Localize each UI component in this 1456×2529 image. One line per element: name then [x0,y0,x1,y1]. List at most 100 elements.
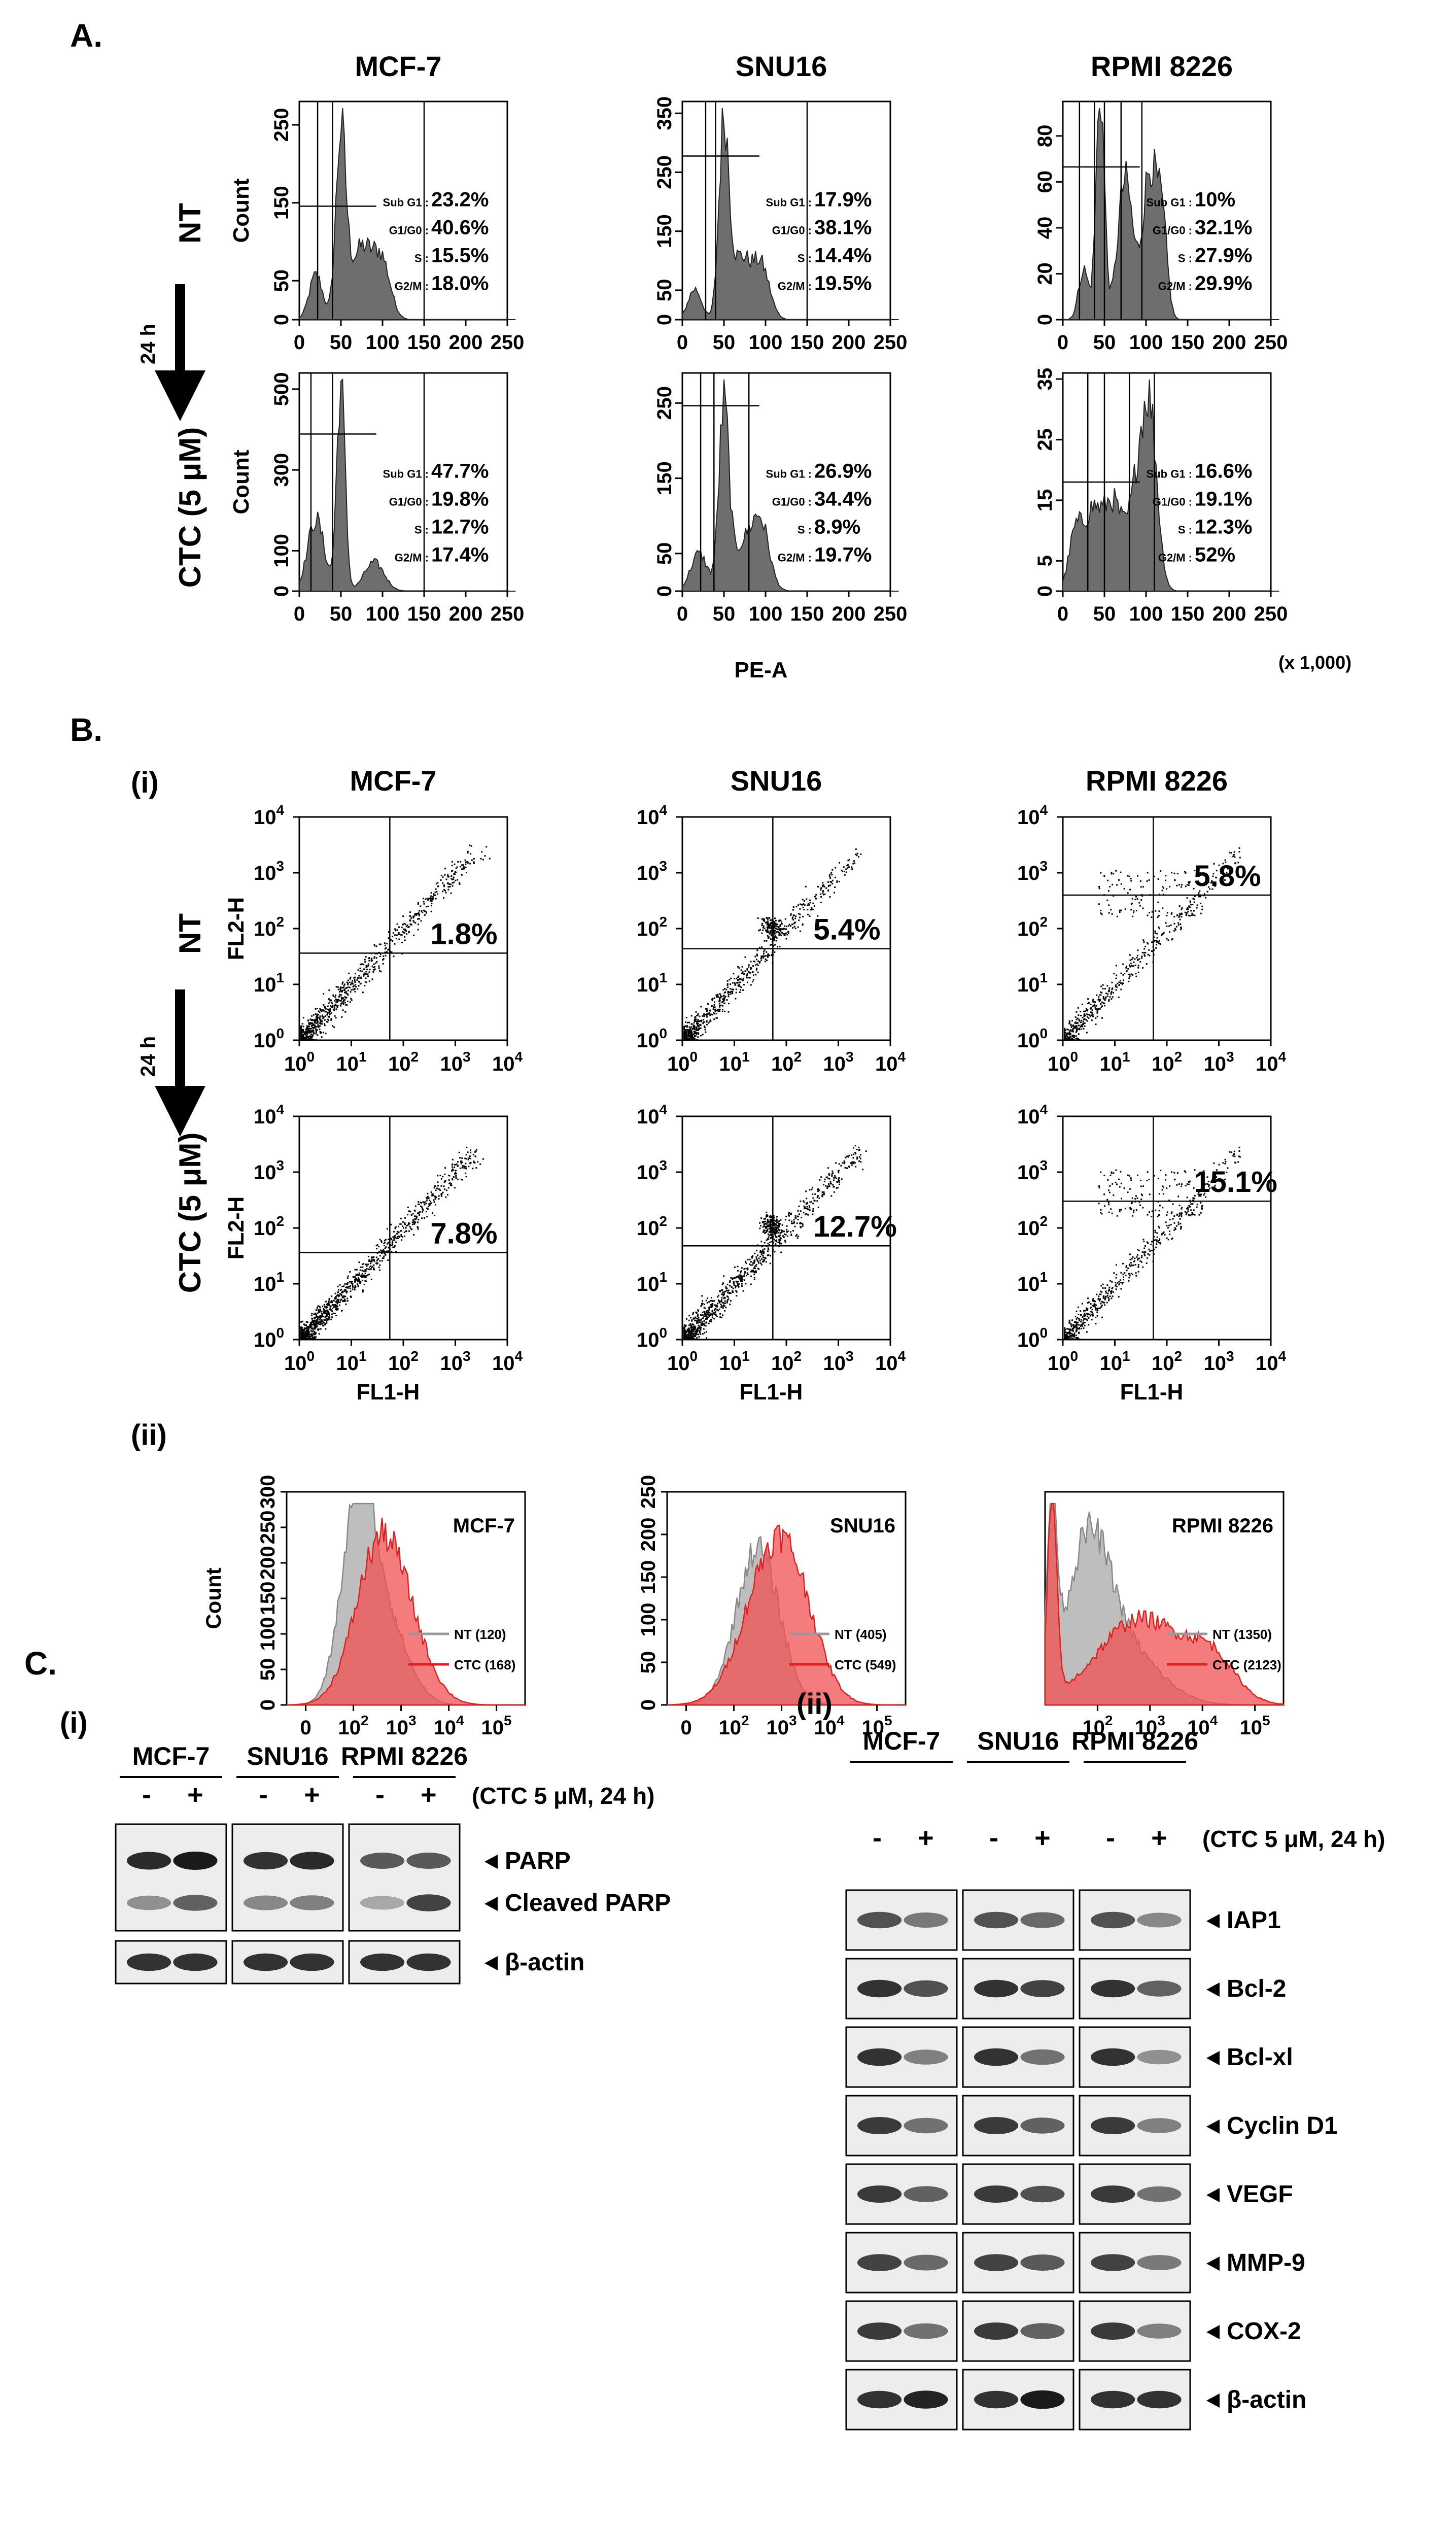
phase-percentage: 52% [1195,543,1235,566]
phase-percentage: 29.9% [1195,272,1252,294]
x-tick-label: 100 [667,1049,698,1075]
blot-strip [845,2163,958,2225]
lane-plus: + [918,1823,934,1853]
pointer-arrow [1206,2120,1220,2134]
y-tick-label: 0 [653,586,676,597]
phase-percentage: 19.8% [431,488,489,510]
row-label-ctc: CTC (5 μM) [173,1133,207,1293]
y-tick-label: 0 [270,314,293,325]
phase-percentage: 15.5% [431,244,489,266]
protein-label: VEGF [1227,2181,1293,2208]
blot-strip [962,1889,1074,1951]
protein-band [406,1894,451,1911]
y-tick-label: 100 [254,1325,284,1351]
blot-strip [962,2232,1074,2294]
x-tick-label: 103 [823,1348,853,1375]
protein-band [1020,2185,1065,2203]
phase-label: Sub G1 : [1147,196,1192,209]
histogram-title: SNU16 [830,1515,895,1537]
x-tick-label: 104 [434,1713,465,1739]
protein-band [857,2185,902,2203]
apoptosis-percentage: 7.8% [430,1217,497,1250]
x-tick-label: 101 [719,1049,749,1075]
time-label: 24 h [137,1036,159,1077]
protein-band [974,2117,1019,2134]
x-tick-label: 102 [388,1049,419,1075]
protein-band [1091,2117,1135,2134]
protein-band [974,1911,1019,1929]
protein-band [1020,2323,1065,2339]
legend-nt: NT (1350) [1212,1627,1272,1642]
x-tick-label: 100 [284,1049,315,1075]
blot-cell-line: MCF-7 [132,1742,210,1770]
protein-label: IAP1 [1227,1907,1281,1934]
protein-band [243,1953,288,1971]
x-tick-label: 104 [492,1049,523,1075]
protein-band [857,2048,902,2066]
pointer-arrow [1206,2257,1220,2271]
protein-band [360,1896,405,1910]
x-tick-label: 0 [294,331,305,354]
x-tick-label: 102 [719,1713,749,1739]
phase-label: S : [1178,523,1192,536]
y-tick-label: 101 [1017,970,1048,996]
legend-ctc: CTC (2123) [1212,1657,1281,1672]
x-tick-label: 250 [874,331,908,354]
phase-percentage: 17.9% [814,188,872,211]
blot-strip [845,2095,958,2157]
y-tick-label: 250 [637,1475,660,1509]
y-tick-label: 102 [1017,1213,1048,1240]
protein-label: PARP [505,1848,571,1874]
blot-strip [231,1823,344,1932]
x-tick-label: 100 [1048,1348,1078,1375]
x-tick-label: 150 [407,331,441,354]
x-tick-label: 105 [481,1713,512,1739]
cell-cycle-plot: 0 50 150 250 0 50 100 150 200 250 Sub G1 :26.9%G1/… [653,372,907,625]
blot-strip [845,2026,958,2088]
cell-cycle-plot: 0 50 150 250 350 0 50 100 150 200 250 Sub G1 :17.9%… [653,96,907,354]
y-axis-label: Count [229,450,254,514]
lane-minus: - [375,1780,385,1810]
y-tick-label: 250 [653,155,676,189]
panel-a-label: A. [70,17,102,54]
blot-strip [962,1958,1074,2020]
y-tick-label: 103 [637,1157,667,1184]
x-tick-label: 0 [677,331,688,354]
lane-plus: + [421,1780,437,1810]
y-tick-label: 0 [270,586,293,597]
y-tick-label: 250 [270,108,293,142]
x-tick-label: 0 [1057,603,1068,625]
y-tick-label: 50 [637,1651,660,1674]
pointer-arrow [1206,2325,1220,2339]
x-tick-label: 100 [284,1348,315,1375]
histogram-title: RPMI 8226 [1172,1515,1273,1537]
x-tick-label: 102 [1152,1049,1182,1075]
y-tick-label: 103 [1017,1157,1048,1184]
blot-cell-line: RPMI 8226 [341,1742,468,1770]
y-tick-label: 103 [254,1157,284,1184]
column-title: SNU16 [736,50,827,82]
blot-strip [115,1823,227,1932]
blot-strip [1079,2095,1191,2157]
protein-label: COX-2 [1227,2318,1301,2345]
x-tick-label: 250 [491,331,525,354]
x-tick-label: 200 [832,331,866,354]
protein-band [1020,1912,1065,1928]
lane-plus: + [304,1780,320,1810]
protein-band [173,1852,218,1870]
panel-c-label: C. [24,1645,57,1682]
y-tick-label: 5 [1034,555,1056,566]
apoptosis-percentage: 15.1% [1194,1166,1277,1199]
cell-cycle-plot: 0 5 15 25 35 0 50 100 150 200 250 Sub G1 :16.6%G1/G… [1034,368,1288,625]
protein-band [1137,2049,1182,2065]
phase-percentage: 38.1% [814,216,872,238]
protein-band [904,2049,948,2065]
cell-cycle-plot: 0 50 150 250 0 50 100 150 200 250 Count Sub G1 :23.… [229,100,525,354]
y-tick-label: 150 [637,1560,660,1594]
lane-minus: - [142,1780,151,1810]
phase-label: S : [798,523,812,536]
x-tick-label: 200 [1212,331,1246,354]
y-tick-label: 20 [1034,262,1056,285]
protein-band [1020,2390,1065,2409]
